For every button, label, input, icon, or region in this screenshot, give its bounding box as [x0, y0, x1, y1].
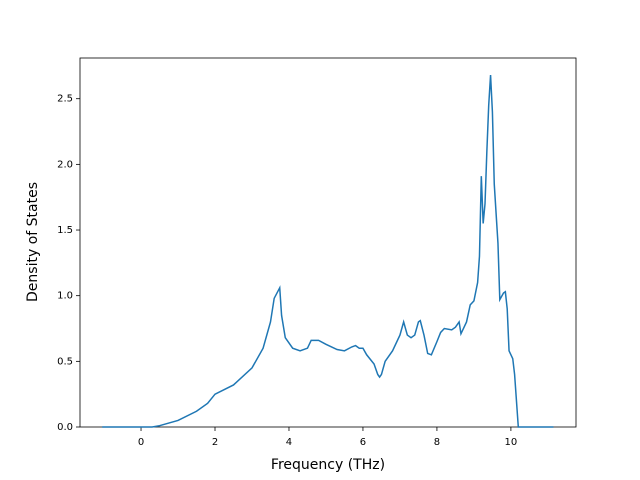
line-series — [102, 75, 554, 428]
y-tick-label: 1.0 — [57, 291, 73, 302]
y-tick-label: 0.0 — [57, 422, 73, 433]
x-tick-label: 0 — [138, 437, 144, 448]
y-axis-label: Density of States — [25, 182, 41, 302]
x-tick-label: 2 — [212, 437, 218, 448]
x-tick-label: 10 — [505, 437, 518, 448]
y-tick-label: 2.0 — [57, 159, 73, 170]
plot-frame — [79, 57, 577, 428]
y-tick-label: 1.5 — [57, 225, 73, 236]
y-tick-label: 0.5 — [57, 356, 73, 367]
x-tick-label: 6 — [360, 437, 366, 448]
x-tick-label: 4 — [286, 437, 292, 448]
x-axis-label: Frequency (THz) — [271, 457, 385, 473]
y-tick-label: 2.5 — [57, 94, 73, 105]
x-tick-label: 8 — [434, 437, 440, 448]
